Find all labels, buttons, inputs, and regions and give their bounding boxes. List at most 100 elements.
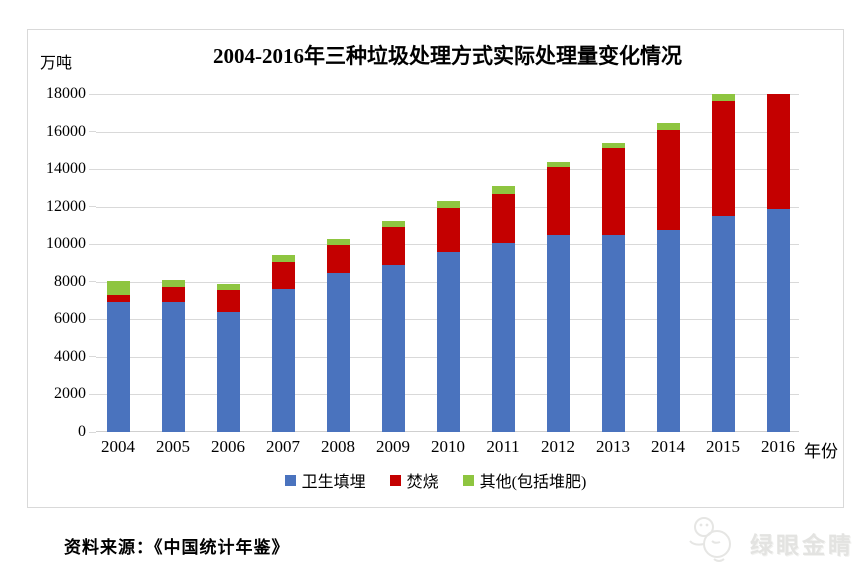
y-tick-mark: [89, 131, 96, 133]
plot-area: [96, 94, 799, 432]
bar-segment-焚烧-2007: [271, 262, 295, 290]
bar-segment-卫生填埋-2008: [326, 273, 350, 432]
legend-item-焚烧: 焚烧: [389, 468, 439, 492]
y-tick-mark: [89, 168, 96, 170]
bar-segment-焚烧-2005: [161, 287, 185, 303]
bar-2015: [711, 94, 735, 432]
x-tick-label-2007: 2007: [266, 437, 300, 456]
bar-segment-其他(包括堆肥)-2008: [326, 238, 350, 246]
legend-label: 卫生填埋: [301, 474, 366, 491]
bar-segment-焚烧-2006: [216, 290, 240, 312]
bar-segment-卫生填埋-2009: [381, 264, 405, 432]
bar-2012: [546, 161, 570, 432]
x-tick-label-2016: 2016: [761, 437, 795, 456]
y-tick-mark: [89, 243, 96, 245]
x-axis-title: 年份: [804, 442, 838, 461]
bar-segment-其他(包括堆肥)-2012: [546, 161, 570, 168]
watermark-text: 绿眼金睛: [750, 532, 854, 558]
y-tick-mark: [89, 356, 96, 358]
bar-segment-卫生填埋-2006: [216, 311, 240, 432]
bar-segment-卫生填埋-2014: [656, 230, 680, 432]
bar-2011: [491, 186, 515, 432]
y-tick-label-4000: 4000: [54, 347, 86, 365]
bar-segment-卫生填埋-2012: [546, 234, 570, 432]
x-tick-label-2012: 2012: [541, 437, 575, 456]
y-tick-label-16000: 16000: [46, 122, 86, 140]
y-tick-mark: [89, 318, 96, 320]
bar-segment-焚烧-2015: [711, 100, 735, 217]
y-tick-label-12000: 12000: [46, 197, 86, 215]
chart-title: 2004-2016年三种垃圾处理方式实际处理量变化情况: [213, 44, 682, 68]
legend-swatch: [284, 474, 296, 486]
bar-segment-焚烧-2013: [601, 147, 625, 235]
bar-2013: [601, 142, 625, 432]
x-tick-label-2008: 2008: [321, 437, 355, 456]
y-tick-label-0: 0: [78, 423, 86, 440]
gridline-16000: [96, 131, 799, 133]
bar-segment-其他(包括堆肥)-2009: [381, 220, 405, 228]
gridline-18000: [96, 94, 799, 95]
bar-2007: [271, 254, 295, 432]
x-tick-label-2011: 2011: [486, 437, 520, 456]
bar-segment-卫生填埋-2007: [271, 289, 295, 432]
bar-segment-卫生填埋-2013: [601, 234, 625, 432]
bar-segment-其他(包括堆肥)-2007: [271, 254, 295, 263]
y-tick-mark: [89, 393, 96, 395]
bar-segment-其他(包括堆肥)-2005: [161, 279, 185, 288]
y-tick-mark: [89, 93, 96, 95]
x-tick-label-2014: 2014: [651, 437, 685, 456]
bar-segment-焚烧-2008: [326, 245, 350, 274]
bar-segment-卫生填埋-2011: [491, 243, 515, 432]
legend-label: 其他(包括堆肥): [479, 474, 587, 491]
y-tick-label-10000: 10000: [46, 235, 86, 253]
bar-segment-焚烧-2011: [491, 194, 515, 244]
bar-segment-焚烧-2014: [656, 129, 680, 231]
gridline-14000: [96, 169, 799, 171]
bar-2005: [161, 279, 185, 432]
y-tick-label-14000: 14000: [46, 160, 86, 178]
bar-segment-其他(包括堆肥)-2015: [711, 94, 735, 101]
x-tick-label-2006: 2006: [211, 437, 245, 456]
bar-segment-卫生填埋-2004: [106, 301, 130, 432]
legend-item-卫生填埋: 卫生填埋: [284, 468, 366, 492]
y-tick-mark: [89, 281, 96, 283]
x-tick-label-2013: 2013: [596, 437, 630, 456]
y-tick-label-6000: 6000: [54, 310, 86, 328]
bar-segment-其他(包括堆肥)-2014: [656, 123, 680, 130]
bar-segment-其他(包括堆肥)-2010: [436, 201, 460, 208]
legend-label: 焚烧: [406, 474, 439, 491]
watermark: 绿眼金睛: [684, 513, 854, 572]
watermark-cat-icon: [684, 513, 742, 572]
bar-2009: [381, 220, 405, 432]
y-tick-label-8000: 8000: [54, 272, 86, 290]
bar-segment-卫生填埋-2005: [161, 302, 185, 432]
x-tick-label-2009: 2009: [376, 437, 410, 456]
bar-segment-其他(包括堆肥)-2006: [216, 283, 240, 291]
bar-segment-卫生填埋-2010: [436, 251, 460, 432]
y-tick-mark: [89, 206, 96, 208]
bar-2010: [436, 201, 460, 432]
y-axis-unit-label: 万吨: [40, 55, 73, 72]
bar-segment-其他(包括堆肥)-2011: [491, 186, 515, 195]
bar-segment-其他(包括堆肥)-2013: [601, 142, 625, 148]
y-tick-label-2000: 2000: [54, 385, 86, 403]
bar-segment-焚烧-2009: [381, 227, 405, 265]
y-tick-label-18000: 18000: [46, 85, 86, 102]
bar-segment-焚烧-2016: [766, 94, 790, 210]
x-tick-label-2005: 2005: [156, 437, 190, 456]
bar-segment-焚烧-2010: [436, 207, 460, 252]
x-tick-label-2010: 2010: [431, 437, 465, 456]
bar-2014: [656, 123, 680, 432]
bar-segment-其他(包括堆肥)-2004: [106, 280, 130, 295]
bar-2016: [766, 94, 790, 432]
bar-2004: [106, 280, 130, 432]
x-tick-label-2015: 2015: [706, 437, 740, 456]
chart-frame: 2004-2016年三种垃圾处理方式实际处理量变化情况 万吨 0 2000 4000…: [27, 29, 844, 508]
legend-item-其他(包括堆肥): 其他(包括堆肥): [462, 468, 587, 492]
bar-2006: [216, 283, 240, 432]
bar-segment-卫生填埋-2015: [711, 216, 735, 432]
legend-swatch: [389, 474, 401, 486]
bar-segment-卫生填埋-2016: [766, 209, 790, 432]
bar-2008: [326, 238, 350, 432]
